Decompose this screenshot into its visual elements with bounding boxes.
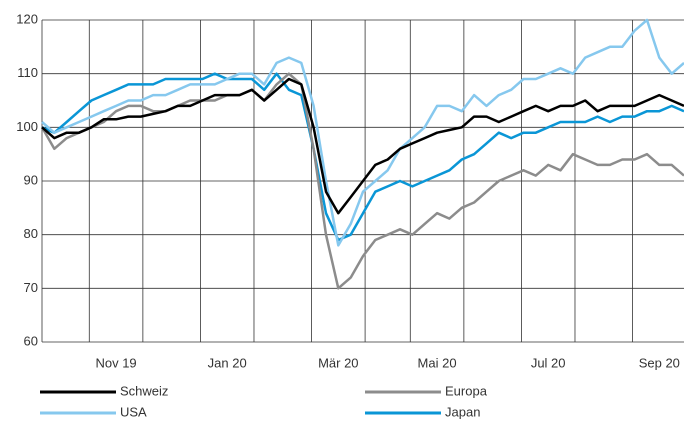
x-tick-label: Jul 20 xyxy=(531,355,566,370)
legend-label: Japan xyxy=(445,404,480,419)
x-tick-label: Sep 20 xyxy=(639,355,680,370)
x-tick-label: Jan 20 xyxy=(208,355,247,370)
legend-label: USA xyxy=(120,404,147,419)
y-tick-label: 120 xyxy=(16,11,38,26)
y-tick-label: 70 xyxy=(24,280,38,295)
x-tick-label: Nov 19 xyxy=(95,355,136,370)
x-tick-label: Mai 20 xyxy=(418,355,457,370)
y-tick-label: 100 xyxy=(16,119,38,134)
series-line xyxy=(41,72,684,242)
x-tick-label: Mär 20 xyxy=(318,355,358,370)
y-tick-label: 90 xyxy=(24,172,38,187)
legend-label: Schweiz xyxy=(120,383,168,398)
y-tick-label: 110 xyxy=(17,65,38,80)
series-line xyxy=(41,18,684,247)
y-tick-label: 60 xyxy=(24,333,38,348)
y-tick-label: 80 xyxy=(24,226,38,241)
legend-label: Europa xyxy=(445,383,488,398)
series-line xyxy=(40,72,684,290)
series-line xyxy=(41,77,684,215)
